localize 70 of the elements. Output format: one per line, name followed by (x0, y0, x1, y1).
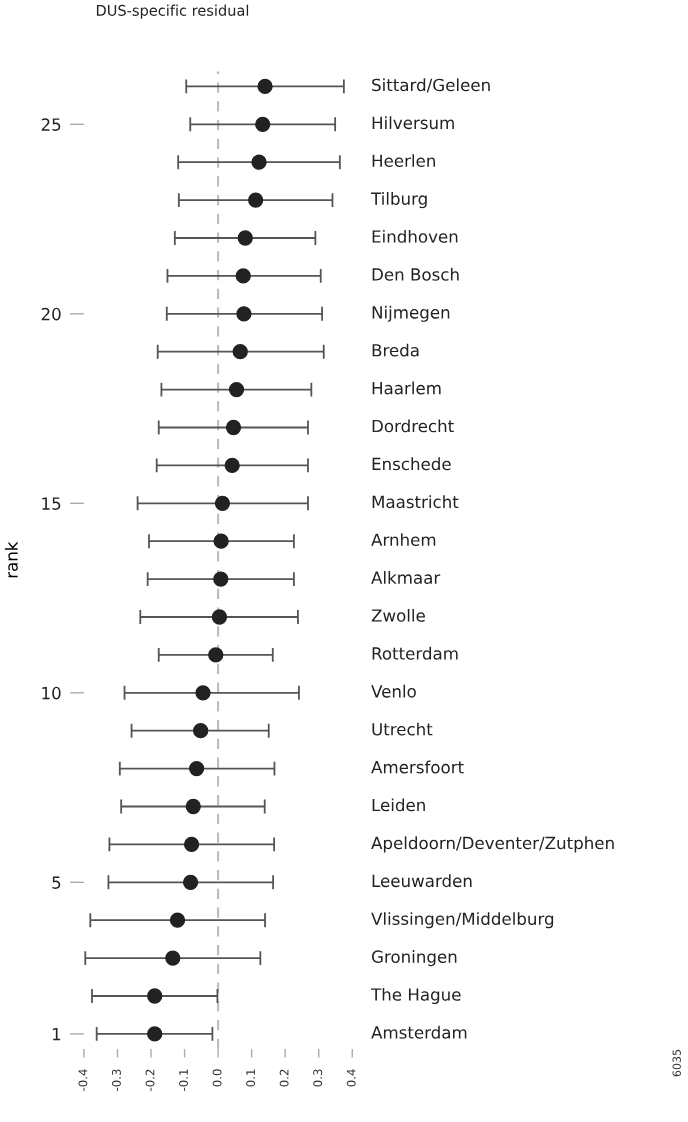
point (165, 950, 181, 966)
text: Venlo (371, 684, 416, 698)
y-tick-label: 25 (41, 118, 61, 131)
point (224, 457, 240, 474)
point (228, 381, 245, 398)
y-tick-label: 1 (52, 1028, 61, 1041)
x-tick-label: -0.3 (111, 1069, 121, 1091)
text: Apeldoorn/Deventer/Zutphen (371, 836, 614, 853)
text: Leeuwarden (372, 874, 472, 888)
x-tick-label: -0.1 (179, 1069, 188, 1091)
point (237, 230, 253, 246)
x-tick-label: 0.2 (279, 1069, 289, 1087)
text: Zwolle (371, 608, 425, 622)
y-axis-title: rank (4, 541, 18, 578)
point (235, 268, 251, 284)
text: Dordrecht (372, 419, 454, 433)
point (208, 647, 224, 663)
point (232, 344, 248, 360)
point (255, 116, 271, 132)
text: Haarlem (372, 381, 441, 395)
point (147, 988, 163, 1004)
text: Breda (372, 343, 419, 357)
text: Maastricht (372, 495, 459, 509)
y-tick-label: 15 (42, 497, 61, 510)
point (211, 609, 228, 625)
point (214, 495, 231, 511)
chart-title: DUS-specific residual (96, 4, 249, 19)
x-tick-label: -0.2 (145, 1069, 155, 1091)
x-tick-label: 0.3 (313, 1069, 323, 1087)
text: Amersfoort (371, 760, 464, 774)
y-tick-label: 5 (52, 876, 61, 889)
x-tick-label: -0.4 (78, 1069, 88, 1091)
text: 6035 (672, 1049, 681, 1077)
point (195, 685, 211, 701)
text: Rotterdam (372, 646, 458, 660)
text: Utrecht (372, 722, 433, 736)
point (236, 306, 252, 322)
point (251, 154, 267, 170)
point (169, 912, 186, 928)
x-tick-label: 0.0 (212, 1069, 222, 1087)
x-tick-label: 0.4 (346, 1069, 356, 1087)
point (213, 571, 229, 587)
text: Sittard/Geleen (372, 78, 490, 93)
text: The Hague (370, 987, 461, 1005)
y-tick-label: 10 (42, 686, 61, 700)
point (225, 419, 242, 436)
text: Leiden (372, 798, 425, 812)
point (193, 723, 209, 739)
text: Hilversum (372, 116, 454, 130)
text: Tilburg (370, 192, 427, 209)
text: Nijmegen (372, 305, 450, 322)
text: Den Bosch (372, 267, 459, 281)
point (213, 533, 229, 549)
text: Arnhem (371, 533, 436, 547)
text: Enschede (372, 457, 451, 471)
point (248, 192, 264, 208)
point (185, 798, 201, 815)
point (257, 78, 273, 95)
point (188, 760, 205, 777)
point (147, 1026, 163, 1042)
text: Vlissingen/Middelburg (371, 912, 554, 929)
y-tick-label: 20 (41, 307, 61, 321)
text: Alkmaar (371, 571, 441, 584)
point (182, 874, 199, 890)
text: Heerlen (372, 154, 435, 168)
text: Amsterdam (371, 1025, 467, 1039)
x-tick-label: 0.1 (246, 1069, 256, 1087)
text: Groningen (371, 950, 457, 967)
point (183, 836, 200, 853)
text: Eindhoven (372, 229, 458, 243)
